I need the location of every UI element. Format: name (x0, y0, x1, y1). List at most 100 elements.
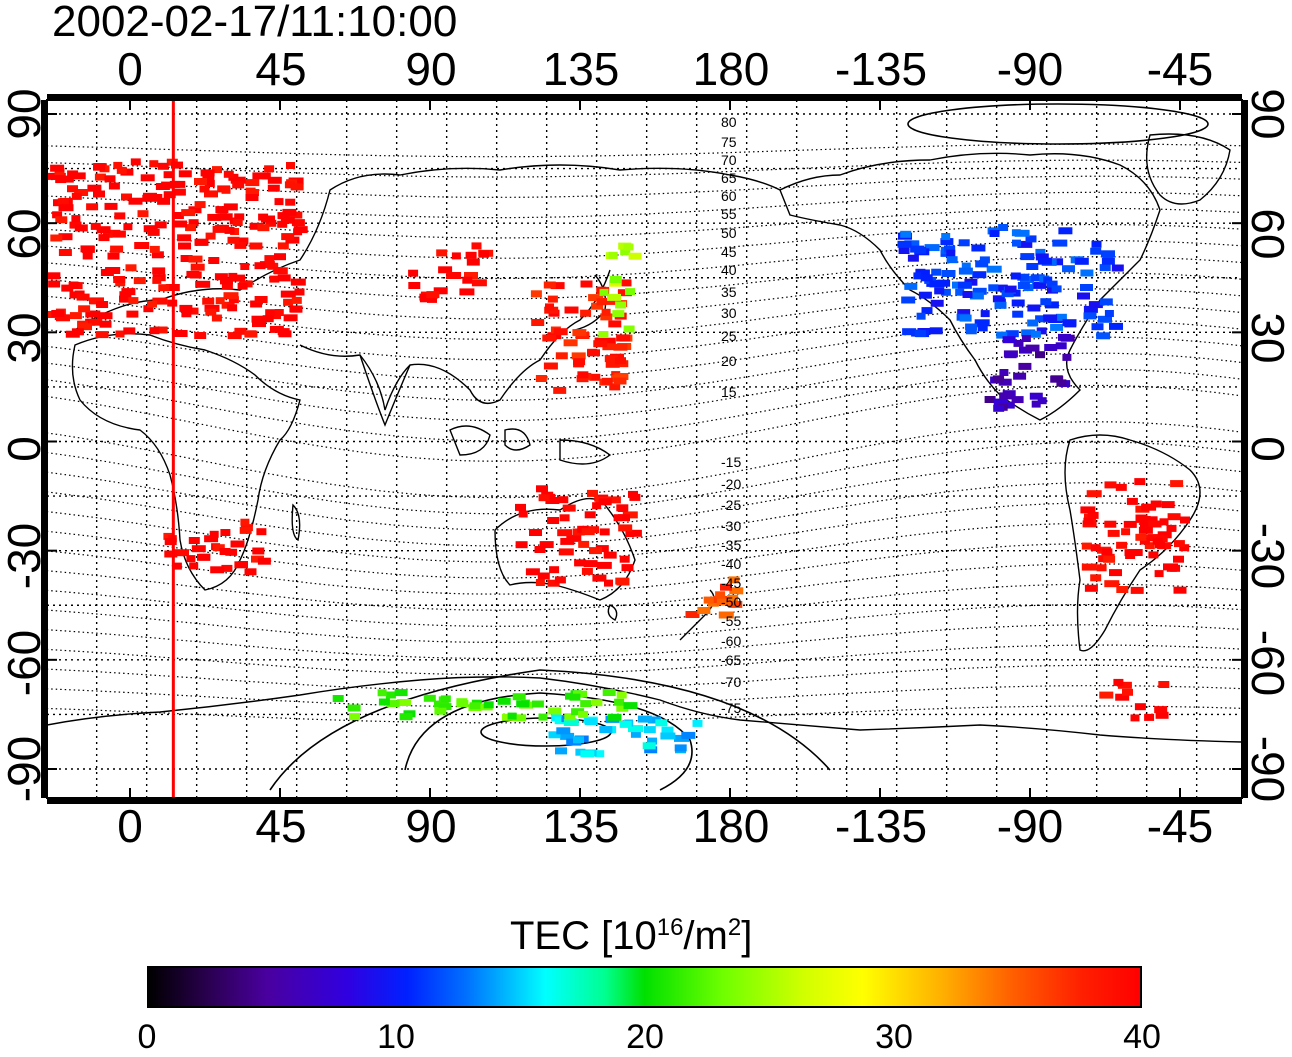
tec-cell (547, 517, 560, 524)
tec-cell (574, 559, 587, 567)
tec-cell (107, 252, 120, 260)
tec-cell (446, 272, 462, 279)
tec-cell (596, 561, 612, 569)
contour-value-label: 70 (721, 152, 737, 168)
tec-cell (703, 596, 714, 604)
tec-cell (1130, 586, 1144, 594)
tec-cell (618, 514, 630, 522)
lon-tick-label: -45 (1146, 43, 1214, 95)
tec-cell (971, 244, 986, 252)
tec-cell (214, 273, 228, 281)
tec-cell (57, 198, 69, 206)
tec-cell (78, 305, 91, 313)
tec-cell (128, 197, 143, 205)
tec-cell (1123, 520, 1137, 528)
lon-tick-label: 135 (542, 800, 620, 852)
tec-cell (230, 228, 240, 235)
tec-cell (1148, 551, 1159, 559)
tec-cell (946, 256, 958, 264)
tec-cell (153, 326, 168, 334)
tec-cell (993, 404, 1005, 412)
tec-cell (958, 239, 970, 247)
tec-cell (58, 233, 73, 241)
tec-cell (1122, 688, 1133, 696)
tec-cell (1144, 713, 1155, 721)
tec-cell (1087, 511, 1099, 519)
tec-cell (1104, 580, 1120, 588)
tec-cell (459, 288, 475, 296)
tec-cell (108, 182, 120, 190)
tec-cell (427, 295, 437, 303)
tec-cell (536, 485, 548, 493)
contour-value-label: 50 (721, 225, 737, 241)
tec-cell (555, 352, 568, 360)
tec-cell (172, 562, 182, 570)
colorbar-title-unit-exponent: 2 (727, 914, 742, 941)
tec-cell (438, 266, 453, 274)
tec-cell (208, 257, 220, 264)
tec-cell (226, 548, 238, 556)
tec-cell (234, 241, 247, 249)
tec-cell (965, 327, 977, 335)
tec-cell (1083, 517, 1094, 525)
tec-cell (247, 189, 259, 196)
tec-cell (924, 244, 940, 252)
tec-cell (559, 514, 570, 522)
tec-cell (221, 282, 233, 290)
tec-cell (554, 576, 566, 584)
tec-cell (601, 308, 611, 316)
tec-cell (599, 726, 613, 734)
tec-cell (1025, 344, 1040, 352)
tec-cell (65, 330, 80, 338)
tec-cell (580, 700, 592, 708)
tec-cell (607, 293, 621, 301)
tec-cell (178, 242, 191, 250)
magnetic-contour (47, 288, 1242, 341)
magnetic-contour (47, 522, 1242, 579)
tec-cell (1148, 520, 1162, 528)
tec-cell (289, 305, 303, 313)
contour-value-label: 65 (721, 170, 737, 186)
tec-cell (171, 161, 183, 169)
tec-cell (898, 247, 910, 254)
tec-cell (944, 245, 956, 253)
tec-cell (195, 238, 208, 246)
tec-cell (564, 306, 579, 314)
tec-cell (1099, 298, 1113, 306)
tec-cell (277, 242, 289, 250)
tec-cell (349, 713, 360, 721)
contour-value-label: 60 (721, 188, 737, 204)
tec-cell (155, 183, 170, 190)
tec-cell (580, 750, 595, 758)
tec-cell (465, 251, 477, 259)
tec-cell (1044, 344, 1058, 351)
tec-cell (426, 291, 440, 299)
tec-cell (1134, 478, 1146, 486)
tec-cell (1081, 563, 1097, 571)
contour-value-label: -45 (721, 575, 741, 591)
tec-cell (1011, 299, 1025, 307)
tec-cell (265, 219, 277, 227)
tec-cell (419, 293, 432, 301)
tec-cell (1134, 703, 1146, 711)
magnetic-contour (47, 272, 1242, 320)
tec-cell (1090, 574, 1102, 582)
tec-cell (1035, 253, 1049, 261)
tec-cell (625, 530, 635, 538)
tec-cell (245, 179, 260, 187)
tec-cell (563, 339, 578, 347)
tec-cell (1107, 529, 1120, 537)
tec-cell (147, 228, 160, 236)
tec-cell (1052, 239, 1068, 247)
tec-cell (940, 288, 951, 296)
tec-cell (1170, 480, 1184, 488)
tec-cell (1101, 548, 1113, 556)
tec-cell (1026, 263, 1039, 270)
tec-cell (195, 280, 211, 288)
lon-tick-label: 0 (117, 800, 143, 852)
tec-cell (979, 256, 990, 264)
tec-cell (1004, 285, 1017, 293)
tec-cell (438, 703, 452, 711)
tec-cell (227, 304, 238, 312)
tec-cell (269, 325, 284, 333)
